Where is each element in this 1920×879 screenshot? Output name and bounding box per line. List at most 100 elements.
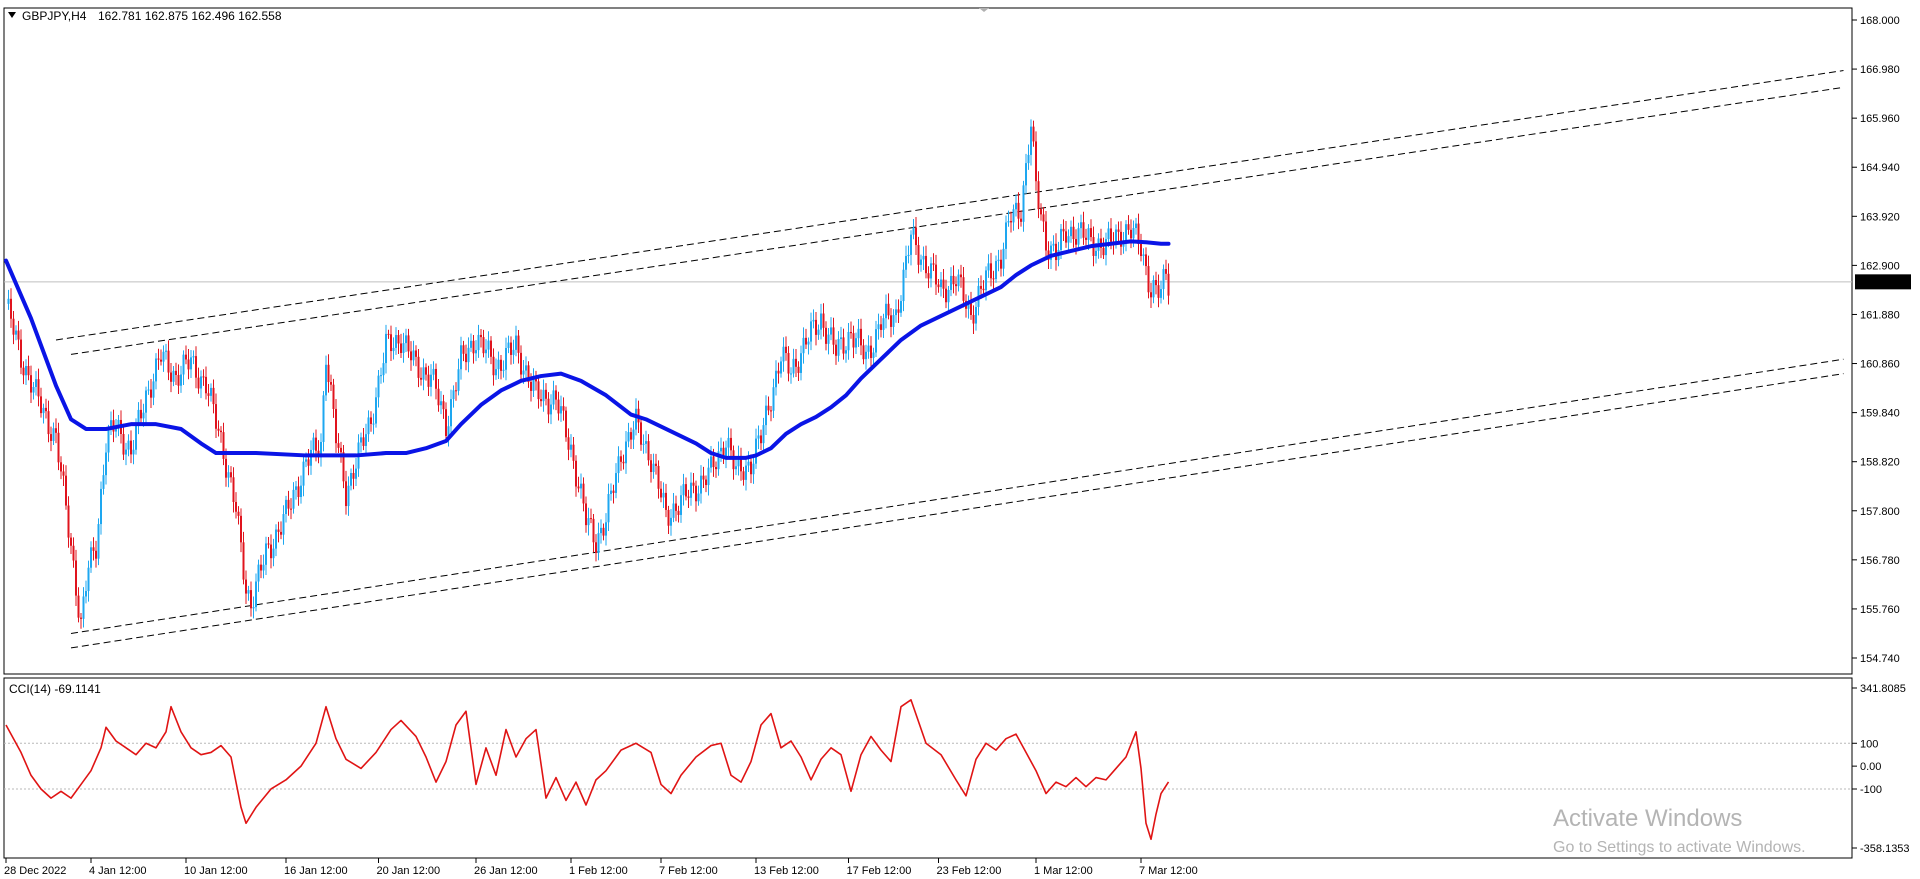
candle-body[interactable] (160, 359, 162, 362)
candle-body[interactable] (332, 384, 335, 409)
candle-body[interactable] (57, 432, 60, 463)
candle-body[interactable] (782, 346, 785, 362)
candle-body[interactable] (60, 462, 62, 472)
price-axis[interactable]: 168.000 166.980 165.960 164.940 163.920 162.9… (1852, 15, 1900, 665)
candle-body[interactable] (232, 477, 235, 502)
candle-body[interactable] (270, 544, 272, 559)
candle-body[interactable] (40, 396, 42, 414)
candle-body[interactable] (912, 227, 915, 235)
candle-body[interactable] (1055, 243, 1057, 261)
candle-body[interactable] (480, 334, 482, 338)
channel-line[interactable] (70, 358, 1844, 634)
candle-body[interactable] (702, 475, 705, 480)
candle-body[interactable] (580, 483, 582, 489)
candle-body[interactable] (265, 543, 267, 565)
candle-body[interactable] (1162, 269, 1165, 290)
candle-body[interactable] (327, 364, 330, 383)
candle-body[interactable] (380, 375, 382, 377)
candle-body[interactable] (697, 493, 700, 502)
candle-body[interactable] (350, 473, 352, 486)
candle-body[interactable] (810, 321, 812, 342)
candle-body[interactable] (220, 430, 222, 433)
candle-body[interactable] (1002, 248, 1005, 269)
candle-body[interactable] (307, 459, 310, 466)
candle-body[interactable] (1072, 226, 1075, 240)
candle-body[interactable] (282, 514, 285, 535)
candle-body[interactable] (857, 328, 860, 339)
candle-body[interactable] (1140, 244, 1142, 257)
candle-body[interactable] (875, 329, 877, 353)
candle-body[interactable] (792, 358, 795, 374)
candle-body[interactable] (772, 387, 775, 411)
candle-body[interactable] (422, 367, 425, 380)
candle-body[interactable] (185, 354, 187, 360)
candle-body[interactable] (737, 456, 740, 467)
candle-body[interactable] (20, 339, 22, 368)
candle-body[interactable] (272, 548, 275, 559)
candle-body[interactable] (362, 437, 365, 446)
candle-body[interactable] (540, 399, 542, 402)
candle-body[interactable] (1022, 185, 1025, 222)
candle-body[interactable] (592, 518, 595, 543)
candle-body[interactable] (500, 359, 502, 371)
candle-body[interactable] (722, 447, 725, 459)
candle-body[interactable] (245, 579, 247, 594)
candle-body[interactable] (887, 303, 890, 316)
candle-body[interactable] (945, 288, 947, 303)
candle-body[interactable] (1090, 228, 1092, 238)
candle-body[interactable] (497, 359, 500, 370)
candle-body[interactable] (405, 335, 407, 344)
candle-body[interactable] (95, 550, 97, 559)
candle-body[interactable] (830, 327, 832, 335)
candle-body[interactable] (560, 406, 562, 414)
candle-body[interactable] (17, 330, 20, 340)
candle-body[interactable] (680, 495, 682, 515)
candle-body[interactable] (1015, 202, 1017, 210)
candle-body[interactable] (1030, 126, 1032, 155)
candle-body[interactable] (150, 389, 152, 398)
candle-body[interactable] (1110, 228, 1112, 242)
candle-body[interactable] (690, 482, 692, 498)
candle-body[interactable] (262, 564, 265, 571)
candle-body[interactable] (682, 484, 685, 496)
candle-body[interactable] (715, 467, 717, 470)
candle-body[interactable] (77, 595, 80, 618)
candle-body[interactable] (850, 331, 852, 334)
candle-body[interactable] (1077, 228, 1080, 245)
candle-body[interactable] (932, 263, 935, 265)
candle-body[interactable] (1045, 221, 1047, 251)
candle-body[interactable] (1052, 243, 1055, 246)
candle-body[interactable] (100, 488, 102, 525)
candle-body[interactable] (200, 376, 202, 389)
candle-body[interactable] (230, 472, 232, 478)
candle-body[interactable] (1152, 280, 1155, 298)
candle-body[interactable] (755, 438, 757, 464)
candle-body[interactable] (1105, 239, 1107, 256)
candle-body[interactable] (397, 335, 400, 344)
candle-body[interactable] (455, 390, 457, 392)
candle-body[interactable] (322, 395, 325, 442)
candle-body[interactable] (770, 410, 772, 412)
candle-body[interactable] (730, 437, 732, 451)
candle-body[interactable] (195, 356, 197, 378)
candle-body[interactable] (162, 351, 165, 362)
candle-body[interactable] (87, 567, 90, 592)
candle-body[interactable] (215, 404, 217, 429)
candle-body[interactable] (735, 466, 737, 470)
candle-body[interactable] (22, 367, 25, 376)
candle-body[interactable] (490, 340, 492, 357)
candle-body[interactable] (447, 426, 450, 436)
candle-body[interactable] (205, 376, 207, 394)
candle-body[interactable] (375, 397, 377, 424)
candle-body[interactable] (625, 441, 627, 464)
candle-body[interactable] (692, 482, 695, 486)
candle-body[interactable] (565, 410, 567, 438)
candle-body[interactable] (15, 330, 17, 335)
candle-body[interactable] (557, 399, 560, 414)
price-candles[interactable] (7, 119, 1170, 629)
candle-body[interactable] (750, 461, 752, 475)
candle-body[interactable] (255, 581, 257, 608)
candle-body[interactable] (415, 350, 417, 357)
candle-body[interactable] (747, 461, 750, 466)
channel-line[interactable] (55, 70, 1844, 341)
